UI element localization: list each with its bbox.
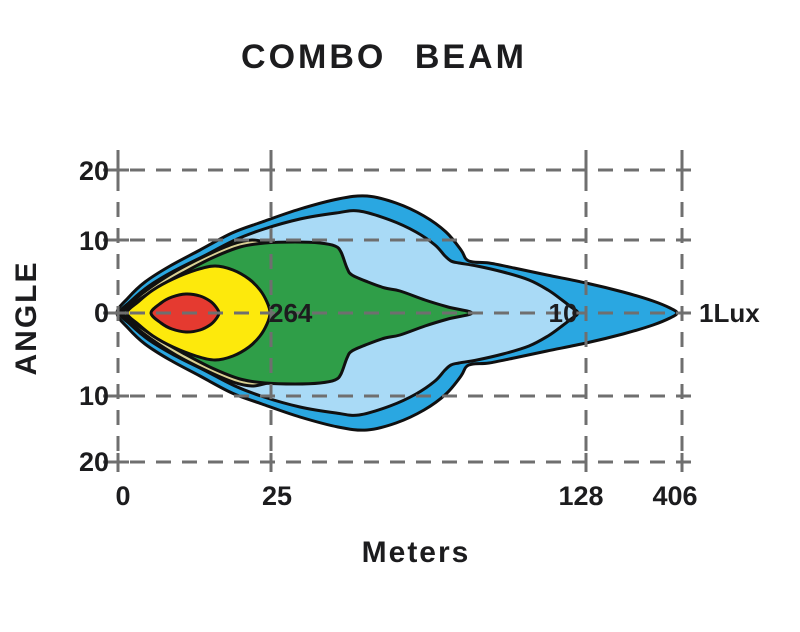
x-tick-406: 406 — [652, 481, 697, 511]
x-tick-128: 128 — [558, 481, 603, 511]
y-axis-title: ANGLE — [10, 261, 43, 376]
label-1-lux: 1Lux — [699, 298, 760, 328]
label-10-lux: 10 — [549, 298, 578, 328]
y-tick-10-bottom: 10 — [79, 381, 109, 411]
y-tick-20-top: 20 — [79, 156, 109, 186]
x-tick-0: 0 — [115, 481, 130, 511]
y-axis-labels: 20 10 0 10 20 — [79, 156, 109, 477]
y-tick-20-bottom: 20 — [79, 447, 109, 477]
x-tick-25: 25 — [262, 481, 292, 511]
axis-ticks — [103, 161, 684, 471]
y-tick-10-top: 10 — [79, 226, 109, 256]
x-axis-labels: 0 25 128 406 — [115, 481, 697, 511]
x-axis-title: Meters — [362, 536, 471, 569]
y-tick-0: 0 — [94, 298, 109, 328]
chart-title: COMBO BEAM — [241, 38, 527, 76]
grid — [104, 150, 700, 472]
label-264-lux: 264 — [269, 298, 313, 328]
contour-labels: 264 10 1Lux — [269, 298, 760, 328]
